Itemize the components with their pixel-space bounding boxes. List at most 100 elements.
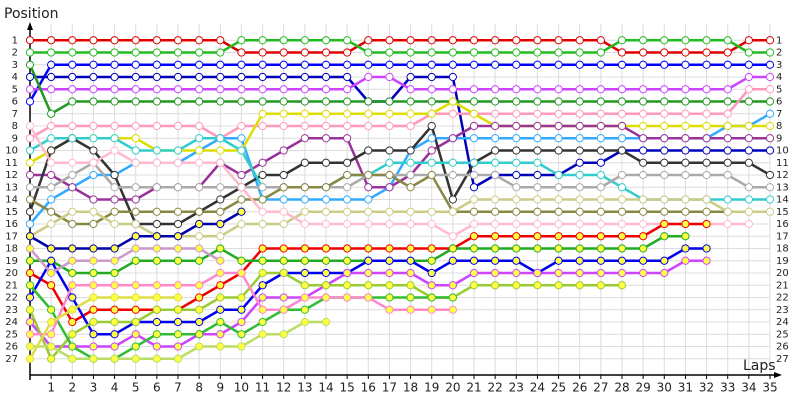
lap-marker bbox=[554, 121, 563, 131]
lap-marker bbox=[343, 207, 352, 216]
y-tick-label: 25 bbox=[5, 329, 18, 340]
lap-marker bbox=[279, 195, 288, 204]
x-tick-label: 2 bbox=[68, 381, 76, 395]
lap-marker bbox=[702, 48, 711, 57]
lap-marker bbox=[364, 97, 373, 106]
x-tick-label: 6 bbox=[153, 381, 161, 395]
lap-marker bbox=[617, 256, 627, 265]
lap-marker bbox=[110, 134, 119, 143]
lap-marker bbox=[406, 219, 415, 229]
lap-marker bbox=[427, 207, 436, 216]
lap-marker bbox=[744, 48, 753, 57]
lap-marker bbox=[765, 134, 775, 143]
lap-marker bbox=[617, 195, 627, 204]
lap-marker bbox=[364, 281, 373, 290]
lap-marker bbox=[660, 36, 669, 45]
lap-marker bbox=[723, 195, 732, 204]
lap-marker bbox=[533, 97, 542, 106]
lap-marker bbox=[406, 109, 415, 118]
lap-marker bbox=[321, 256, 331, 265]
lap-marker bbox=[596, 195, 605, 204]
lap-marker bbox=[300, 268, 309, 278]
lap-marker bbox=[639, 195, 648, 204]
lap-marker bbox=[89, 72, 98, 82]
y-tick-label-right: 26 bbox=[776, 342, 789, 353]
lap-marker bbox=[512, 146, 521, 155]
y-tick-label-right: 11 bbox=[776, 158, 789, 169]
lap-marker bbox=[512, 97, 521, 106]
lap-marker bbox=[152, 293, 161, 302]
lap-marker bbox=[258, 293, 267, 302]
lap-marker bbox=[723, 219, 732, 229]
lap-marker bbox=[744, 134, 753, 143]
lap-marker bbox=[596, 170, 605, 180]
lap-marker bbox=[533, 183, 542, 192]
lap-marker bbox=[89, 195, 98, 204]
lap-marker bbox=[385, 268, 394, 278]
lap-marker bbox=[533, 158, 542, 167]
lap-marker bbox=[279, 146, 288, 155]
lap-marker bbox=[321, 281, 331, 290]
lap-marker bbox=[131, 183, 140, 192]
lap-marker bbox=[554, 183, 563, 192]
lap-marker bbox=[512, 268, 521, 278]
lap-marker bbox=[110, 317, 119, 327]
lap-marker bbox=[152, 207, 161, 216]
lap-marker bbox=[89, 207, 98, 216]
lap-marker bbox=[279, 97, 288, 106]
lap-marker bbox=[237, 85, 246, 94]
lap-marker bbox=[469, 207, 479, 216]
lap-marker bbox=[596, 268, 605, 278]
lap-marker bbox=[723, 85, 732, 94]
lap-marker bbox=[173, 97, 183, 106]
lap-marker bbox=[448, 85, 457, 94]
lap-marker bbox=[596, 158, 605, 167]
lap-marker bbox=[406, 146, 415, 155]
lap-marker bbox=[47, 354, 56, 363]
lap-marker bbox=[385, 109, 394, 118]
y-tick-label: 13 bbox=[5, 182, 18, 193]
lap-marker bbox=[702, 219, 711, 229]
lap-marker bbox=[596, 36, 605, 45]
lap-marker bbox=[765, 97, 775, 106]
lap-marker bbox=[216, 183, 225, 192]
lap-marker bbox=[723, 97, 732, 106]
lap-marker bbox=[343, 109, 352, 118]
lap-marker bbox=[195, 60, 204, 69]
lap-marker bbox=[639, 109, 648, 118]
lap-marker bbox=[173, 281, 183, 290]
lap-marker bbox=[533, 219, 542, 229]
lap-marker bbox=[681, 60, 690, 69]
lap-marker bbox=[723, 207, 732, 216]
lap-marker bbox=[216, 158, 225, 167]
lap-marker bbox=[89, 317, 98, 327]
lap-marker bbox=[152, 232, 161, 241]
lap-marker bbox=[131, 97, 140, 106]
lap-marker bbox=[258, 121, 267, 131]
lap-marker bbox=[491, 195, 500, 204]
y-axis-arrow bbox=[27, 22, 33, 30]
lap-marker bbox=[89, 219, 98, 229]
lap-marker bbox=[617, 109, 627, 118]
lap-marker bbox=[173, 60, 183, 69]
lap-marker bbox=[321, 72, 331, 82]
lap-marker bbox=[258, 170, 267, 180]
lap-marker bbox=[512, 256, 521, 265]
lap-marker bbox=[131, 232, 140, 241]
lap-marker bbox=[321, 121, 331, 131]
lap-marker bbox=[364, 244, 373, 253]
lap-marker bbox=[237, 219, 246, 229]
lap-marker bbox=[279, 183, 288, 192]
y-tick-label: 18 bbox=[5, 244, 18, 255]
lap-marker bbox=[131, 354, 140, 363]
lap-marker bbox=[343, 121, 352, 131]
lap-marker bbox=[173, 256, 183, 265]
lap-marker bbox=[491, 109, 500, 118]
lap-marker bbox=[343, 85, 352, 94]
lap-marker bbox=[406, 36, 415, 45]
lap-marker bbox=[406, 85, 415, 94]
lap-marker bbox=[68, 170, 77, 180]
lap-marker bbox=[237, 293, 246, 302]
lap-marker bbox=[258, 219, 267, 229]
lap-marker bbox=[681, 97, 690, 106]
